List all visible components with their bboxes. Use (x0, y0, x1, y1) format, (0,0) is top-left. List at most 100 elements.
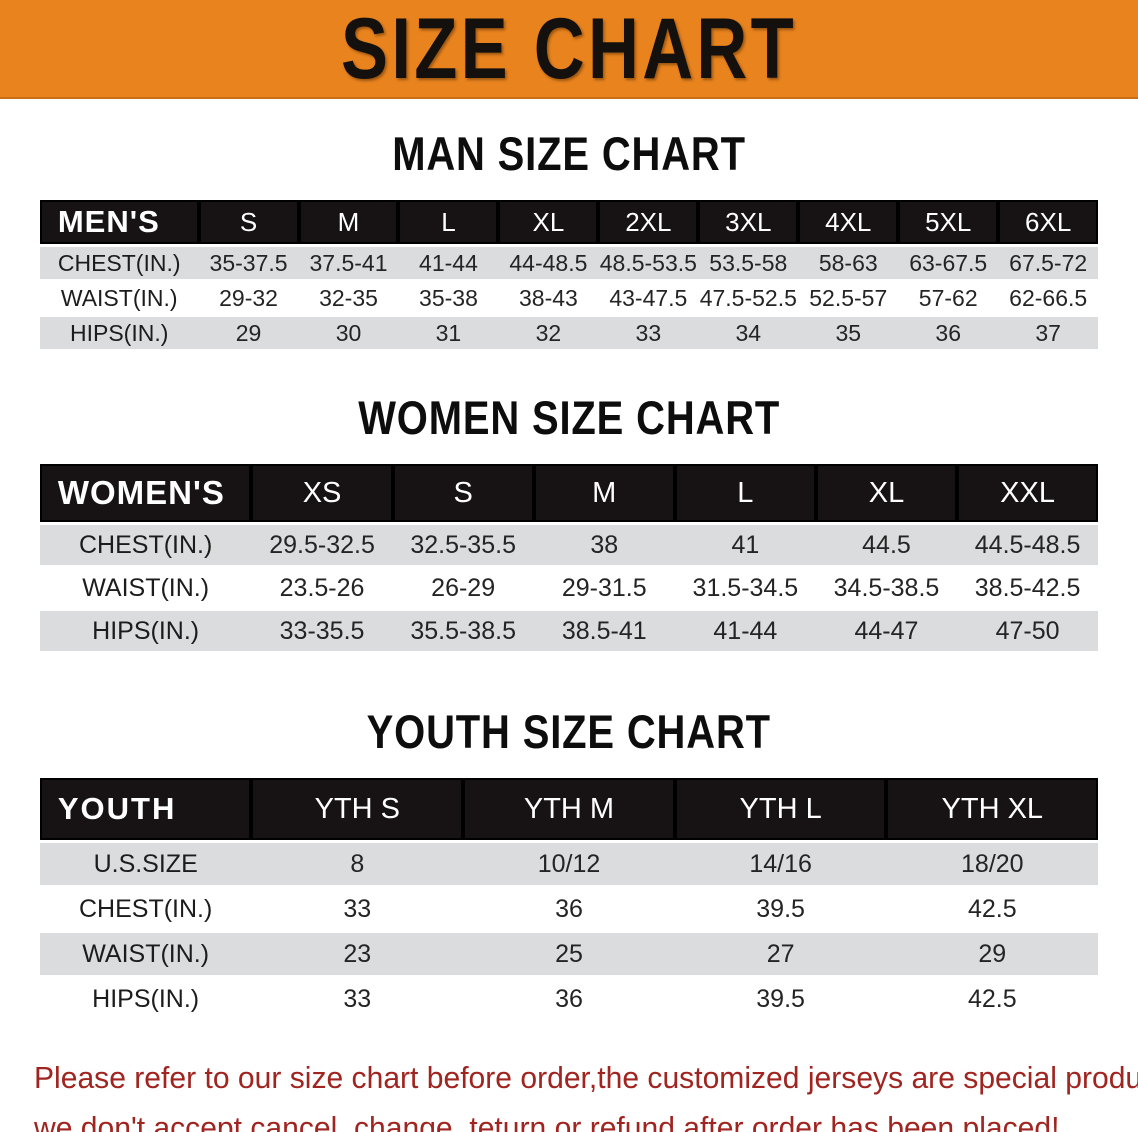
size-value: 29 (198, 317, 299, 349)
women-size-table: WOMEN'S XS S M L XL XXL CHEST(IN.) 29.5-32.5 32.5… (39, 461, 1099, 654)
size-column-header: 6XL (998, 200, 1099, 244)
size-column-header: YTH XL (886, 778, 1099, 840)
size-column-header: XL (498, 200, 599, 244)
size-column-header: YTH L (674, 778, 887, 840)
size-value: 36 (898, 317, 999, 349)
size-value: 29-31.5 (533, 568, 675, 608)
table-row: U.S.SIZE 8 10/12 14/16 18/20 (39, 843, 1099, 885)
size-value: 23.5-26 (251, 568, 393, 608)
table-row: WAIST(IN.) 29-32 32-35 35-38 38-43 43-47.5 47.… (39, 282, 1099, 314)
size-value: 32.5-35.5 (392, 525, 534, 565)
size-column-header: YTH S (251, 778, 464, 840)
size-table-header-row: WOMEN'S XS S M L XL XXL (39, 464, 1099, 522)
size-value: 33 (598, 317, 699, 349)
men-size-section: MAN SIZE CHART MEN'S S M L XL 2XL 3XL 4XL 5XL 6XL… (0, 99, 1138, 352)
size-table-header-row: MEN'S S M L XL 2XL 3XL 4XL 5XL 6XL (39, 200, 1099, 244)
size-value: 32-35 (298, 282, 399, 314)
size-value: 38.5-42.5 (957, 568, 1099, 608)
size-value: 34 (698, 317, 799, 349)
size-column-header: XXL (957, 464, 1099, 522)
table-row: WAIST(IN.) 23.5-26 26-29 29-31.5 31.5-34.5 34… (39, 568, 1099, 608)
size-column-header: S (198, 200, 299, 244)
size-value: 41-44 (398, 247, 499, 279)
size-value: 10/12 (463, 843, 675, 885)
table-row: WAIST(IN.) 23 25 27 29 (39, 933, 1099, 975)
table-row: CHEST(IN.) 35-37.5 37.5-41 41-44 44-48.5 48.5… (39, 247, 1099, 279)
size-value: 29.5-32.5 (251, 525, 393, 565)
size-value: 33-35.5 (251, 611, 393, 651)
row-label: WAIST(IN.) (39, 933, 252, 975)
size-value: 18/20 (886, 843, 1099, 885)
size-value: 8 (251, 843, 464, 885)
size-value: 27 (674, 933, 887, 975)
size-value: 35.5-38.5 (392, 611, 534, 651)
size-value: 41 (674, 525, 816, 565)
size-column-header: 3XL (698, 200, 799, 244)
size-value: 29-32 (198, 282, 299, 314)
row-label: WAIST(IN.) (39, 568, 252, 608)
row-label: WAIST(IN.) (39, 282, 199, 314)
row-label: CHEST(IN.) (39, 247, 199, 279)
size-value: 52.5-57 (798, 282, 899, 314)
size-value: 33 (251, 978, 464, 1020)
disclaimer-line-1: Please refer to our size chart before or… (34, 1060, 1138, 1095)
size-value: 53.5-58 (698, 247, 799, 279)
size-value: 36 (463, 978, 675, 1020)
size-value: 38.5-41 (533, 611, 675, 651)
size-value: 35 (798, 317, 899, 349)
size-table-header-row: YOUTH YTH S YTH M YTH L YTH XL (39, 778, 1099, 840)
size-value: 47-50 (957, 611, 1099, 651)
women-size-section: WOMEN SIZE CHART WOMEN'S XS S M L XL XXL CHEST(… (0, 352, 1138, 654)
size-column-header: L (674, 464, 816, 522)
men-size-table: MEN'S S M L XL 2XL 3XL 4XL 5XL 6XL CHEST(IN.) 35-37… (39, 197, 1099, 352)
row-label: U.S.SIZE (39, 843, 252, 885)
size-column-header: M (533, 464, 675, 522)
size-value: 31.5-34.5 (674, 568, 816, 608)
table-row: CHEST(IN.) 29.5-32.5 32.5-35.5 38 41 44.5 44.5… (39, 525, 1099, 565)
size-column-header: M (298, 200, 399, 244)
size-value: 29 (886, 933, 1099, 975)
size-value: 25 (463, 933, 675, 975)
size-value: 63-67.5 (898, 247, 999, 279)
youth-section-title: YOUTH SIZE CHART (0, 654, 1138, 759)
page-title: SIZE CHART (341, 0, 797, 97)
size-value: 35-37.5 (198, 247, 299, 279)
size-value: 42.5 (886, 978, 1099, 1020)
size-value: 32 (498, 317, 599, 349)
table-group-label: MEN'S (39, 200, 199, 244)
women-section-title-text: WOMEN SIZE CHART (358, 391, 780, 444)
size-value: 39.5 (674, 888, 887, 930)
size-column-header: XS (251, 464, 393, 522)
size-value: 44-48.5 (498, 247, 599, 279)
women-section-title: WOMEN SIZE CHART (0, 352, 1138, 445)
size-value: 38 (533, 525, 675, 565)
size-value: 26-29 (392, 568, 534, 608)
men-section-title-text: MAN SIZE CHART (392, 127, 746, 180)
disclaimer: Please refer to our size chart before or… (34, 1053, 1138, 1132)
size-column-header: L (398, 200, 499, 244)
size-value: 41-44 (674, 611, 816, 651)
size-column-header: 5XL (898, 200, 999, 244)
size-value: 35-38 (398, 282, 499, 314)
size-value: 42.5 (886, 888, 1099, 930)
size-value: 23 (251, 933, 464, 975)
size-value: 14/16 (674, 843, 887, 885)
men-section-title: MAN SIZE CHART (0, 99, 1138, 181)
size-value: 34.5-38.5 (815, 568, 958, 608)
size-value: 39.5 (674, 978, 887, 1020)
size-column-header: 4XL (798, 200, 899, 244)
size-value: 47.5-52.5 (698, 282, 799, 314)
row-label: HIPS(IN.) (39, 611, 252, 651)
youth-section-title-text: YOUTH SIZE CHART (366, 705, 772, 758)
size-value: 37.5-41 (298, 247, 399, 279)
table-group-label: YOUTH (39, 778, 252, 840)
disclaimer-line-2: we don't accept cancel, change, teturn o… (34, 1110, 1060, 1132)
table-row: CHEST(IN.) 33 36 39.5 42.5 (39, 888, 1099, 930)
size-value: 43-47.5 (598, 282, 699, 314)
row-label: HIPS(IN.) (39, 317, 199, 349)
size-column-header: XL (815, 464, 958, 522)
table-row: HIPS(IN.) 33 36 39.5 42.5 (39, 978, 1099, 1020)
size-column-header: YTH M (463, 778, 675, 840)
size-value: 31 (398, 317, 499, 349)
